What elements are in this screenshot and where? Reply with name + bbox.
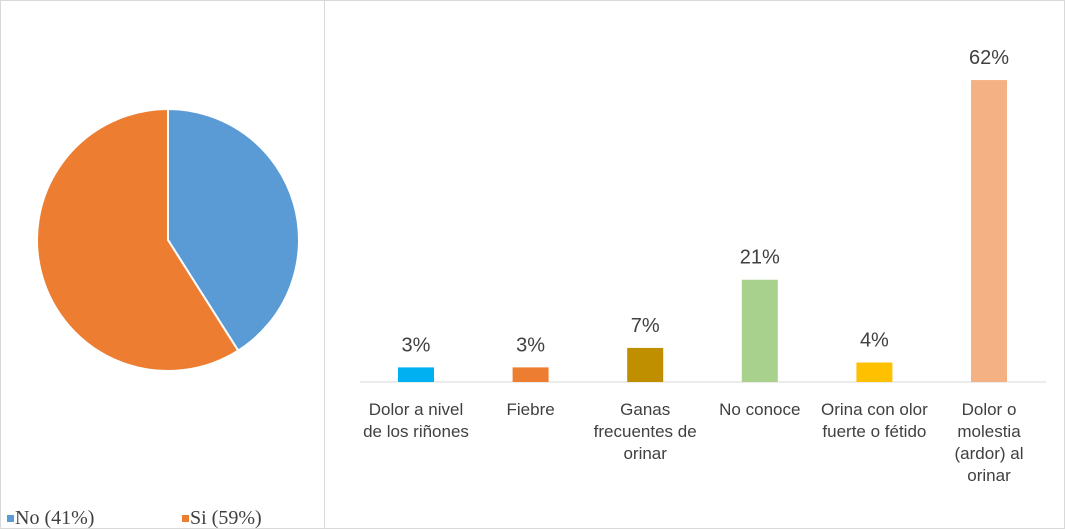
- category-label: Fiebre: [506, 400, 555, 419]
- legend-swatch: [182, 515, 189, 522]
- value-label: 4%: [860, 330, 889, 352]
- pie-slice: [36, 107, 240, 372]
- category-label: No conoce: [719, 400, 801, 419]
- bar: [856, 362, 893, 382]
- value-label: 21%: [740, 247, 780, 269]
- value-label: 3%: [516, 334, 545, 356]
- legend-label: No (41%): [15, 507, 94, 529]
- legend-swatch: [7, 515, 14, 522]
- bar: [512, 367, 549, 382]
- bar: [971, 80, 1007, 382]
- bar: [627, 347, 664, 382]
- category-label: Dolor a nivel de los riñones: [363, 400, 469, 441]
- bar: [398, 367, 434, 382]
- category-label: Dolor o molestia (ardor) al orinar: [954, 400, 1024, 485]
- category-label: Orina con olor fuerte o fétido: [821, 400, 928, 441]
- bar: [741, 279, 778, 382]
- value-label: 7%: [631, 315, 660, 337]
- legend-label: Si (59%): [190, 507, 262, 529]
- value-label: 3%: [402, 334, 431, 356]
- category-label: Ganas frecuentes de orinar: [593, 400, 697, 463]
- value-label: 62%: [969, 47, 1009, 69]
